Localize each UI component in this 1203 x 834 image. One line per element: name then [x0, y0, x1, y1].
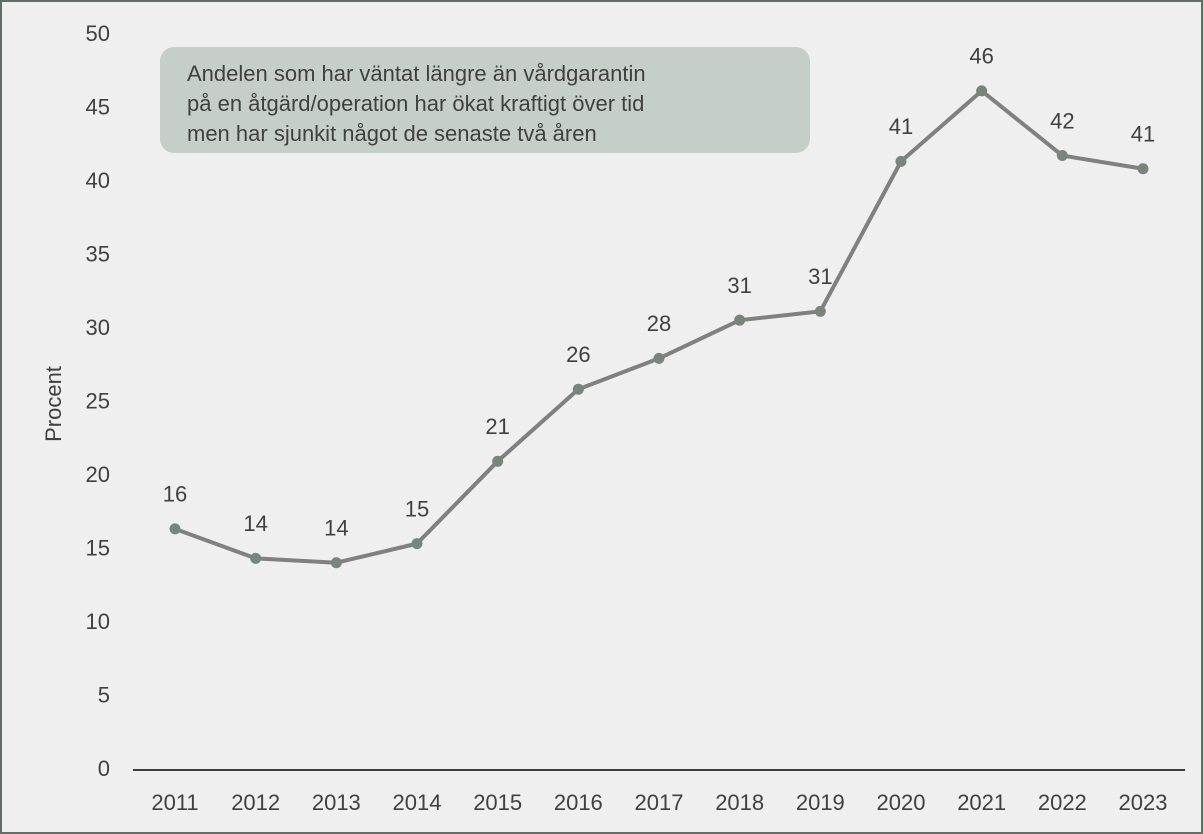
data-label: 41	[889, 114, 913, 139]
point	[1137, 163, 1149, 175]
point	[895, 155, 907, 167]
point	[411, 538, 423, 550]
point	[572, 383, 584, 395]
y-tick-label: 40	[86, 168, 110, 193]
data-label: 41	[1131, 122, 1155, 147]
annotation-line: på en åtgärd/operation har ökat kraftigt…	[187, 91, 644, 116]
annotation-line: men har sjunkit något de senaste två åre…	[187, 121, 597, 146]
data-label: 21	[485, 414, 509, 439]
data-label: 28	[647, 311, 671, 336]
x-tick-label: 2012	[231, 790, 280, 815]
y-tick-label: 45	[86, 94, 110, 119]
x-tick-label: 2019	[796, 790, 845, 815]
x-tick-label: 2015	[473, 790, 522, 815]
data-label: 26	[566, 342, 590, 367]
data-label: 14	[243, 511, 267, 536]
x-tick-label: 2011	[151, 790, 198, 815]
x-tick-label: 2020	[877, 790, 926, 815]
point	[1056, 150, 1068, 162]
y-tick-label: 50	[86, 21, 110, 46]
y-tick-label: 20	[86, 462, 110, 487]
x-tick-label: 2016	[554, 790, 603, 815]
y-tick-label: 0	[98, 756, 110, 781]
x-tick-label: 2018	[715, 790, 764, 815]
point	[814, 305, 826, 317]
x-tick-label: 2021	[957, 790, 1006, 815]
point	[976, 85, 988, 97]
point	[492, 455, 504, 467]
data-label: 15	[405, 496, 429, 521]
y-tick-label: 25	[86, 388, 110, 413]
x-tick-label: 2014	[393, 790, 442, 815]
data-label: 16	[163, 482, 187, 507]
y-tick-label: 10	[86, 609, 110, 634]
annotation-box	[160, 47, 810, 153]
y-axis-label: Procent	[41, 366, 66, 442]
data-label: 31	[727, 273, 751, 298]
y-tick-label: 35	[86, 241, 110, 266]
data-label: 31	[808, 264, 832, 289]
x-tick-label: 2013	[312, 790, 361, 815]
point	[734, 314, 746, 326]
data-label: 46	[969, 44, 993, 69]
point	[169, 523, 181, 535]
point	[330, 557, 342, 569]
x-tick-label: 2017	[635, 790, 684, 815]
y-tick-label: 15	[86, 535, 110, 560]
x-tick-label: 2022	[1038, 790, 1087, 815]
data-label: 42	[1050, 108, 1074, 133]
point	[653, 352, 665, 364]
x-tick-label: 2023	[1119, 790, 1168, 815]
y-tick-label: 5	[98, 682, 110, 707]
y-tick-label: 30	[86, 315, 110, 340]
data-label: 14	[324, 516, 348, 541]
annotation-line: Andelen som har väntat längre än vårdgar…	[187, 61, 646, 86]
point	[250, 552, 262, 564]
